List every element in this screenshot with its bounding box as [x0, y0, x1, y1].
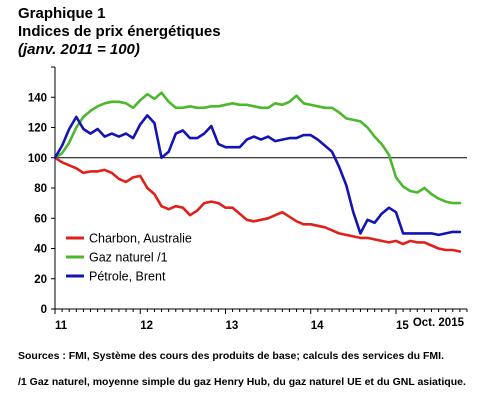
y-tick-label: 100 — [28, 153, 47, 165]
y-tick-label: 0 — [41, 304, 47, 316]
chart-series — [53, 91, 462, 253]
y-tick-label: 80 — [34, 183, 47, 195]
legend-label-2: Gaz naturel /1 — [89, 251, 168, 265]
x-tick-label: 14 — [311, 320, 324, 332]
series-line-3 — [53, 114, 462, 237]
x-end-label: Oct. 2015 — [413, 317, 465, 329]
legend-label-3: Pétrole, Brent — [89, 270, 166, 284]
x-tick-label: 12 — [140, 320, 153, 332]
series-line-2 — [53, 91, 462, 205]
sources-note: Sources : FMI, Système des cours des pro… — [18, 350, 444, 362]
y-tick-label: 40 — [34, 244, 47, 256]
x-tick-label: 11 — [55, 320, 68, 332]
chart-title: Indices de prix énergétiques — [18, 23, 221, 40]
y-tick-label: 60 — [34, 213, 47, 225]
chart-axes: 0 20 40 60 80 100 120 140 11 12 13 14 15 Oct. 2015 — [28, 66, 468, 332]
chart-subtitle: (janv. 2011 = 100) — [18, 41, 140, 58]
x-tick-label: 13 — [225, 320, 238, 332]
y-tick-label: 20 — [34, 274, 47, 286]
y-tick-label: 120 — [28, 123, 47, 135]
figure-number: Graphique 1 — [18, 5, 106, 22]
chart-legend: Charbon, Australie Gaz naturel /1 Pétrole,… — [66, 232, 192, 284]
series-line-1 — [53, 156, 462, 253]
x-tick-label: 15 — [396, 320, 409, 332]
y-tick-label: 140 — [28, 92, 47, 104]
line-chart: 0 20 40 60 80 100 120 140 11 12 13 14 15 Oct. 2015 Ch… — [28, 66, 468, 332]
legend-label-1: Charbon, Australie — [89, 232, 192, 246]
footnote: /1 Gaz naturel, moyenne simple du gaz He… — [18, 376, 466, 388]
